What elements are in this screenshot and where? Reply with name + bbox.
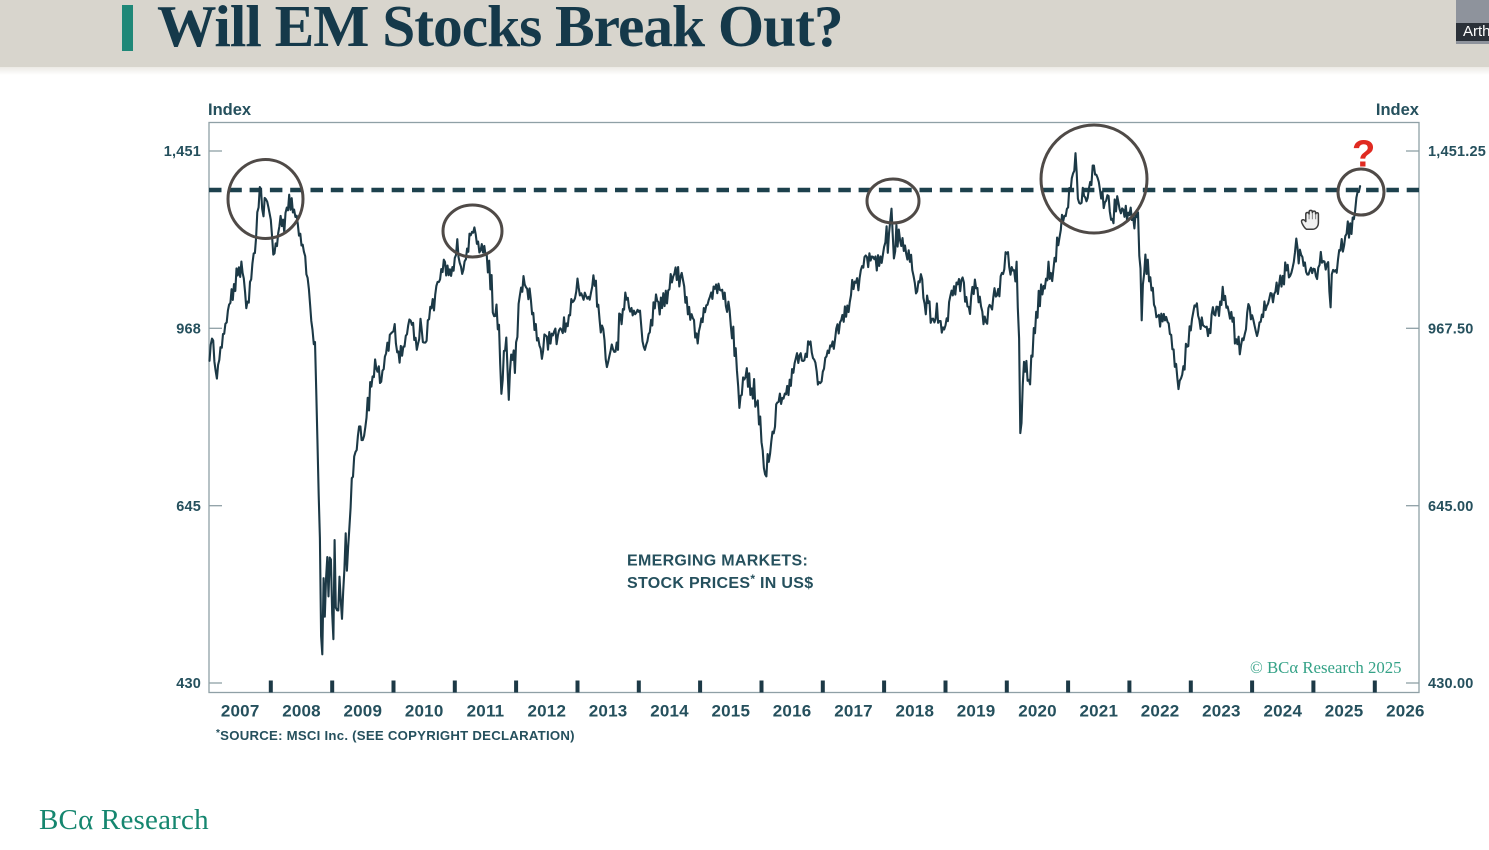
- svg-text:© BCα Research 2025: © BCα Research 2025: [1250, 658, 1402, 677]
- svg-text:1,451: 1,451: [164, 144, 201, 160]
- svg-text:2015: 2015: [711, 702, 750, 721]
- svg-text:2008: 2008: [282, 702, 321, 721]
- svg-text:430: 430: [176, 676, 201, 692]
- svg-text:2009: 2009: [343, 702, 382, 721]
- svg-text:EMERGING MARKETS:: EMERGING MARKETS:: [627, 553, 808, 570]
- svg-text:967.50: 967.50: [1428, 322, 1474, 338]
- svg-text:2011: 2011: [467, 702, 505, 721]
- svg-text:645.00: 645.00: [1428, 499, 1474, 515]
- svg-text:2013: 2013: [589, 702, 628, 721]
- svg-text:2020: 2020: [1018, 702, 1057, 721]
- svg-text:2019: 2019: [957, 702, 996, 721]
- svg-text:Index: Index: [1376, 101, 1420, 119]
- svg-text:STOCK PRICES* IN US$: STOCK PRICES* IN US$: [627, 572, 813, 592]
- svg-text:?: ?: [1352, 134, 1375, 176]
- svg-text:2017: 2017: [834, 702, 873, 721]
- svg-text:968: 968: [176, 322, 201, 338]
- svg-text:2016: 2016: [773, 702, 812, 721]
- svg-text:430.00: 430.00: [1428, 676, 1474, 692]
- svg-text:2023: 2023: [1202, 702, 1241, 721]
- svg-text:2021: 2021: [1079, 702, 1118, 721]
- svg-text:2026: 2026: [1386, 702, 1425, 721]
- svg-text:2007: 2007: [221, 702, 260, 721]
- svg-text:2010: 2010: [405, 702, 444, 721]
- svg-text:2018: 2018: [895, 702, 934, 721]
- svg-text:2022: 2022: [1141, 702, 1180, 721]
- svg-text:*SOURCE: MSCI Inc. (SEE COPYRI: *SOURCE: MSCI Inc. (SEE COPYRIGHT DECLAR…: [216, 728, 575, 743]
- svg-text:Index: Index: [208, 101, 252, 119]
- svg-text:2014: 2014: [650, 702, 689, 721]
- svg-text:1,451.25: 1,451.25: [1428, 144, 1486, 160]
- svg-text:2012: 2012: [527, 702, 566, 721]
- svg-text:2025: 2025: [1325, 702, 1364, 721]
- svg-text:2024: 2024: [1263, 702, 1302, 721]
- svg-text:645: 645: [176, 499, 201, 515]
